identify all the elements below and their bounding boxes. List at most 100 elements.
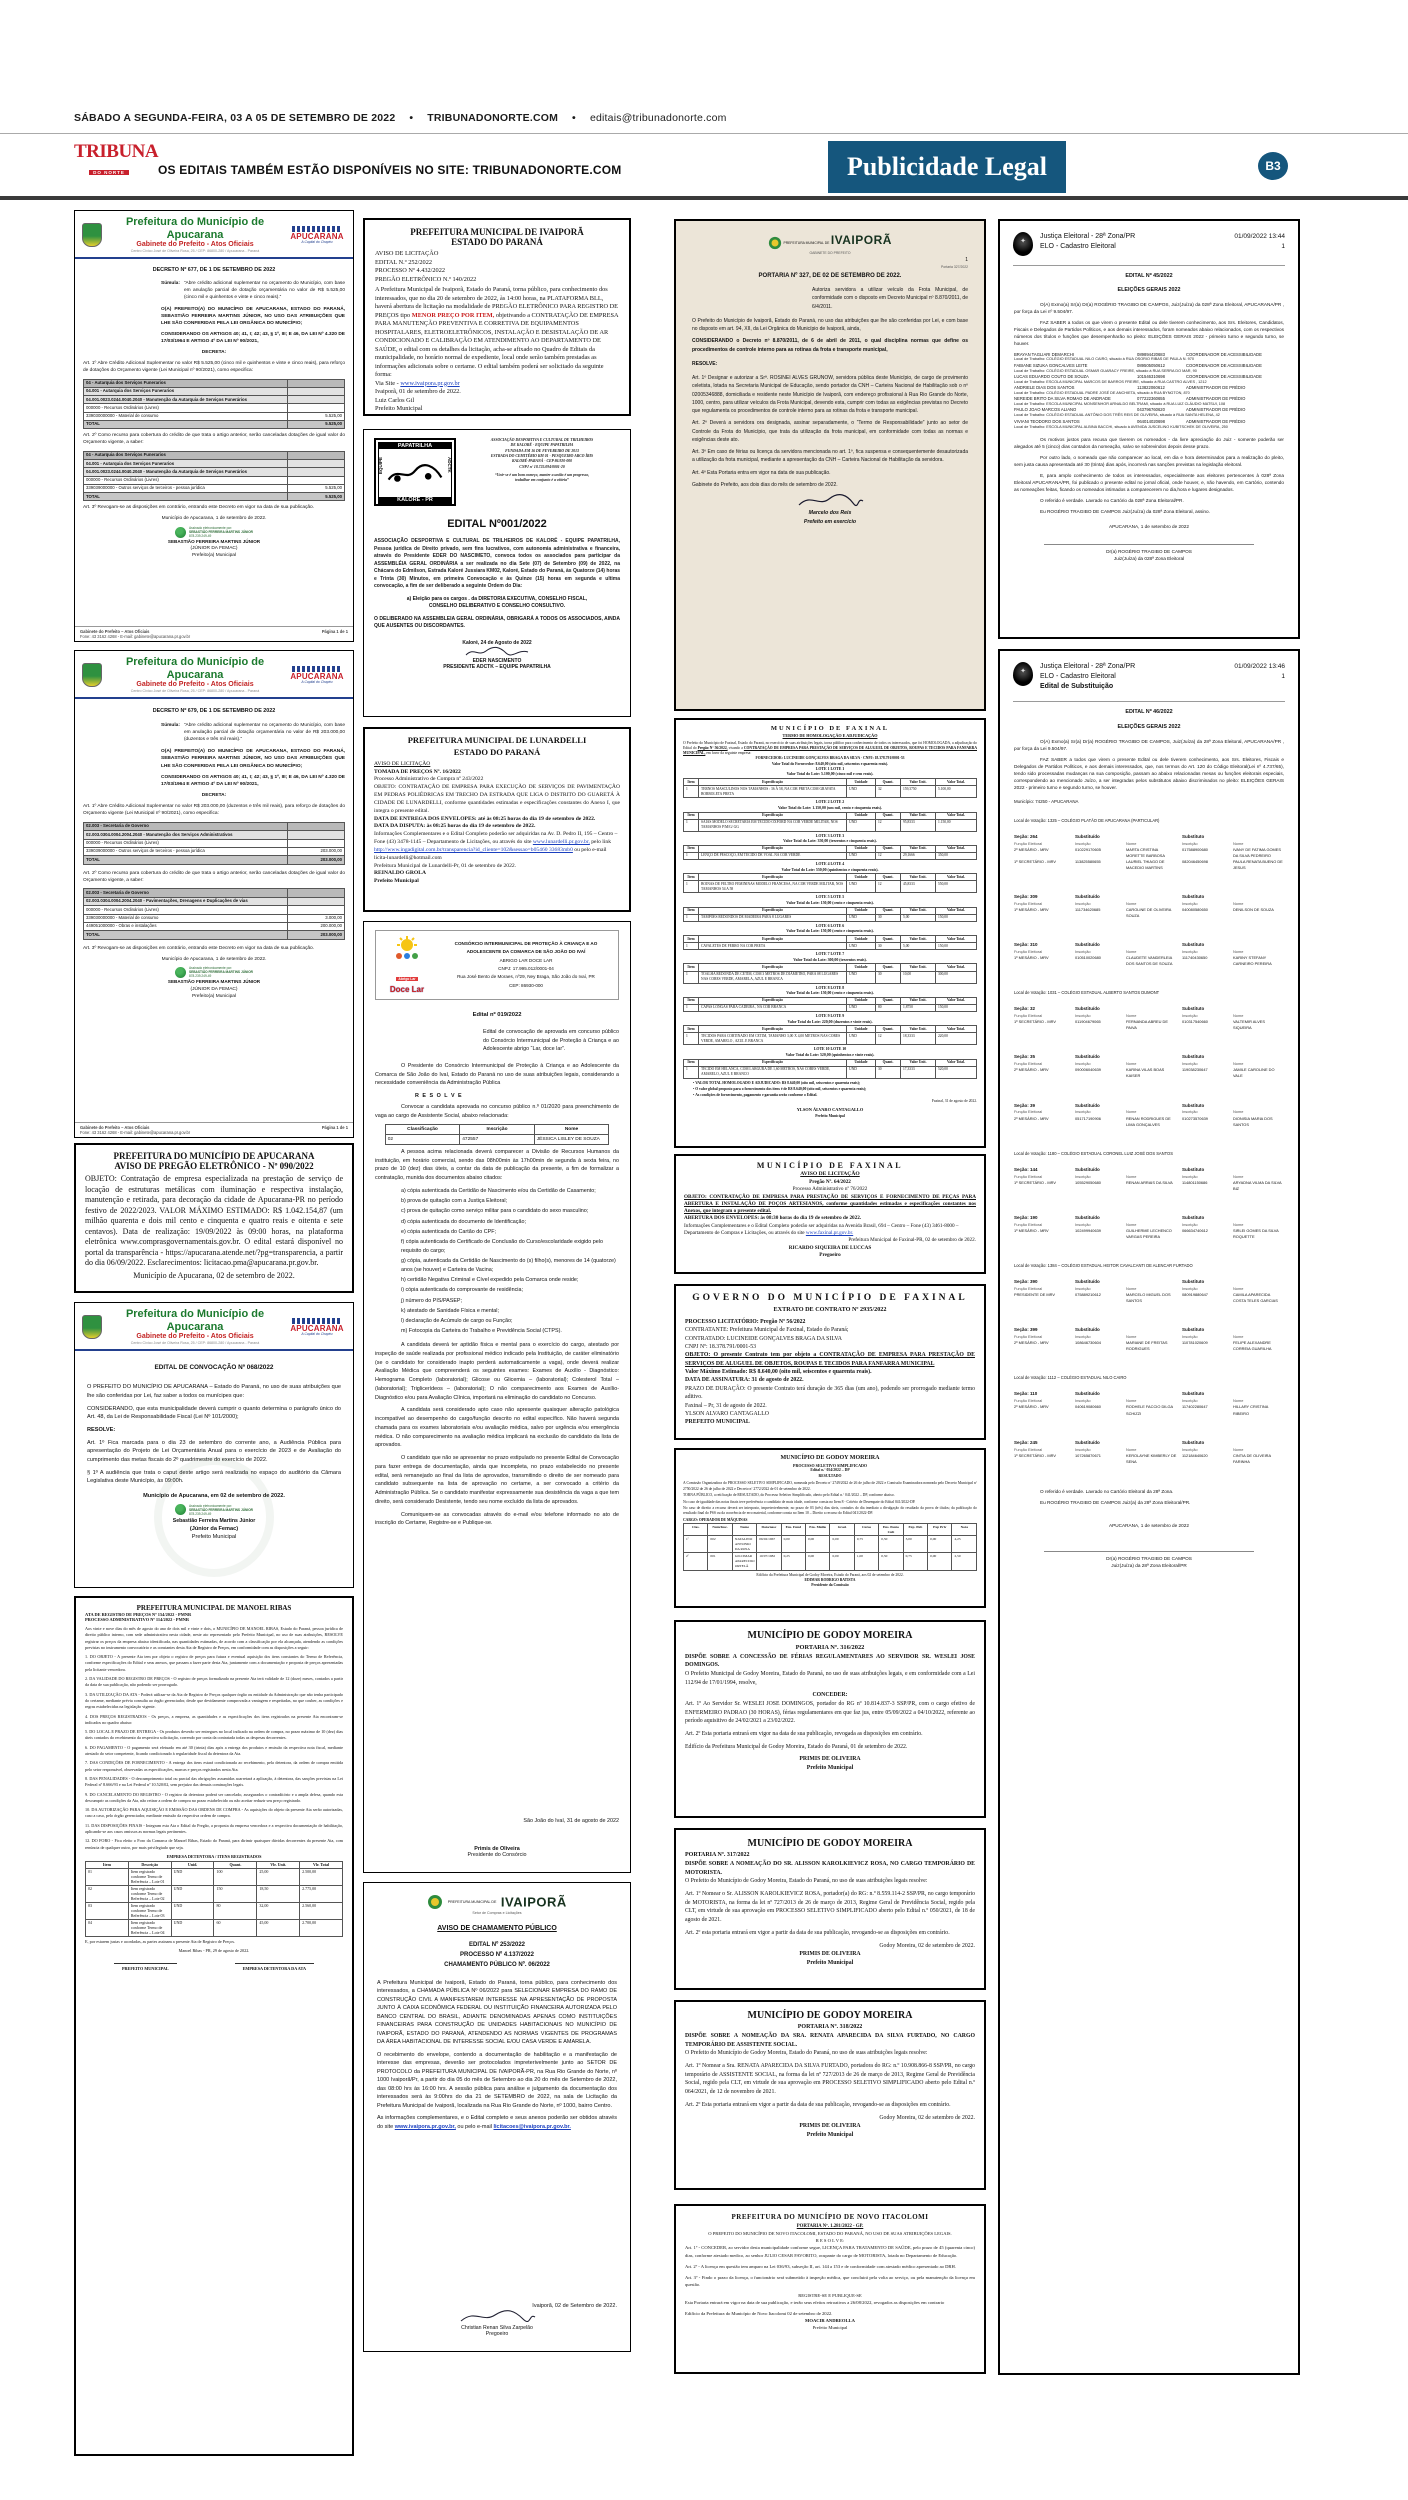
sections: Seção: 264 Substituído Substituto Função… <box>1014 834 1284 967</box>
funcao-label: Função Eleitoral <box>1014 1446 1043 1452</box>
substituto-header: Substituto <box>1182 1327 1205 1333</box>
nominee-workplace: Local de Trabalho: COLÉGIO ESTADUAL PADR… <box>1014 390 1190 395</box>
lote-vt: 150,00 <box>935 913 977 922</box>
faxinal-site-link[interactable]: www.faxinal.pr.gov.br. <box>805 1229 854 1236</box>
signer-role: Prefeito Municipal <box>806 1959 854 1966</box>
sections: Seção: 110 Substituído Substituto Função… <box>1014 1391 1284 1464</box>
ementa-text: DISPÕE SOBRE A NOMEAÇÃO DO SR. ALISSON K… <box>685 1861 975 1876</box>
notice-body: OBJETO: Contratação de empresa especiali… <box>85 1174 343 1268</box>
th-unidade: Unidade <box>846 996 876 1005</box>
signature-line: PREFEITO MUNICIPAL <box>113 1962 177 1971</box>
footer-left: Gabinete do Prefeito – Atos Oficiais <box>80 1125 150 1130</box>
closing: Gabinete do Prefeito, aos dois dias do m… <box>692 481 838 488</box>
closing: Edifício da Prefeitura do Município de N… <box>685 2311 833 2317</box>
transparencia-link[interactable]: http://www.ingadigital.com.br/transparen… <box>374 846 573 853</box>
judge-role: Juiz(Juíza) da 28ª Zona Eleitoral/PR <box>1111 1562 1187 1568</box>
contratado: CONTRATADO: LUCINEIDE GONÇALVES BRAGA DA… <box>685 1335 842 1342</box>
aviso-label: AVISO DE LICITAÇÃO <box>800 1171 860 1178</box>
site-link[interactable]: TRIBUNADONORTE.COM <box>427 112 559 124</box>
signer-role: Prefeito Municipal <box>806 1765 854 1772</box>
voting-location: Local de Votação: 1180 – COLÉGIO ESTADUA… <box>1014 1151 1284 1240</box>
th-valor-unit: Valor Unit. <box>900 996 936 1005</box>
section-number: Seção: 310 <box>1014 942 1038 948</box>
documents-list: a) cópia autenticada da Certidão de Nasc… <box>401 1187 619 1336</box>
document-item: e) cópia autenticada do Cartão do CPF; <box>401 1228 496 1235</box>
sumula-label: Súmula: <box>161 281 180 287</box>
th-espec: Especificação <box>698 1058 847 1067</box>
budget-row-value <box>287 838 345 848</box>
notice-place-date: APUCARANA, 1 de setembro de 2022 <box>1109 1522 1189 1528</box>
substituto-header: Substituto <box>1182 1214 1205 1220</box>
th-valor-total: Valor Total. <box>935 873 977 882</box>
lote: LOTE 7 LOTE 7 Valor Total do Lote: 300,0… <box>683 952 977 984</box>
th-item: Item <box>683 906 699 915</box>
cnpj: CNPJ Nº: 18.378.791/0001-53 <box>685 1343 757 1350</box>
document-item: f) cópia autenticada do Certificado de C… <box>401 1239 603 1254</box>
nominee-number: 064014020698 <box>1137 418 1165 424</box>
lote-vt: 220,00 <box>935 1032 977 1046</box>
table-header-cell: Clas. <box>682 1522 709 1537</box>
table-cell: 2.775,00 <box>299 1884 343 1903</box>
ata-items-table: Item Descrição Unid. Quant. Vlr. Unit. Vlr. T… <box>85 1860 343 1937</box>
paragraph: O referido é verdade. Lavrado no Cartóri… <box>1040 498 1184 504</box>
signer-name: Christian Renan Silva Zarpelão <box>461 2325 533 2331</box>
signer-alias: (JÚNIOR DA FEMAC) <box>190 987 238 993</box>
decree-art2: Art. 2º Como recurso para cobertura do c… <box>83 870 345 883</box>
table-header-cell: Exp. Pub <box>902 1522 929 1537</box>
nome-substituto: ARYADNA VILMA DA SILVA BIZ <box>1233 1179 1282 1191</box>
funcao-label: Função Eleitoral <box>1014 840 1043 846</box>
inscricao-substituido: 105529050680 <box>1075 1179 1101 1185</box>
notice-footer: Gabinete do Prefeito – Atos Oficiais Pág… <box>75 626 353 641</box>
inscricao-label: Inscrição <box>1075 900 1091 906</box>
apucarana-city-logo: APUCARANA A Capital do Chapéu <box>288 665 346 684</box>
table-cell: 0,25 <box>780 1552 807 1571</box>
th-valor-total: Valor Total. <box>935 996 977 1005</box>
logo-sub-text: Setor de Compras e Licitações <box>472 1911 522 1915</box>
nominee-workplace: Local de Trabalho: COLÉGIO ESTADUAL ANTÔ… <box>1014 413 1220 418</box>
table-cell: 10/07/1982 <box>756 1552 782 1571</box>
signer-name: Luiz Carlos Gil <box>375 396 415 404</box>
inscricao-label: Inscrição <box>1182 840 1198 846</box>
editais-email-link[interactable]: editais@tribunadonorte.com <box>589 112 727 124</box>
lunardelli-site-link[interactable]: www.lunardelli.pr.gov.br, <box>532 839 590 846</box>
notice-ivaipora-portaria-327: PREFEITURA MUNICIPAL DE IVAIPORÃ GABINET… <box>674 219 986 711</box>
lote: LOTE 4 LOTE 4 Valor Total do Lote: 550,0… <box>683 862 977 894</box>
lote-table: Item Especificação Unidade Quant. Valor … <box>683 996 977 1012</box>
aviso-label: AVISO DE LICITAÇÃO <box>374 760 431 767</box>
budget-row-value <box>287 403 345 413</box>
notice-org-state: ESTADO DO PARANÁ <box>451 237 543 247</box>
substituto-header: Substituto <box>1182 893 1205 899</box>
substituido-header: Substituído <box>1075 1391 1100 1397</box>
page-number-badge: B3 <box>1258 152 1288 180</box>
ivaipora-site-link[interactable]: www.ivaipora.pr.gov.br <box>400 379 460 387</box>
print-datetime: 01/09/2022 13:46 <box>1234 663 1285 670</box>
decree-art1: Art. 1º Abre Crédito Adicional Suplement… <box>83 360 345 373</box>
notice-org: PREFEITURA DO MUNICÍPIO DE APUCARANA <box>113 1151 315 1161</box>
ementa-text: Autoriza servidora a utilizar veículo da… <box>812 287 968 310</box>
article: Art. 1º Nomear o Sr. ALISSON KAROLKIEVIC… <box>685 1891 975 1924</box>
nome-label: Nome <box>1126 1221 1137 1227</box>
paragraph: Por outro lado, o nomeado que não compar… <box>1014 454 1284 467</box>
ivaipora-site-link[interactable]: www.ivaipora.pr.gov.br, <box>394 2123 456 2130</box>
nominee: VIVIANI TEODORO DOS SANTOS 064014020698 AD… <box>1014 419 1284 430</box>
nome-label: Nome <box>1126 1109 1137 1115</box>
licitacoes-email-link[interactable]: licitacoes@ivaipora.pr.gov.br. <box>493 2123 571 2130</box>
notice-itacolomi-portaria-1281: PREFEITURA DO MUNICÍPIO DE NOVO ITACOLOM… <box>674 2204 986 2374</box>
funcao-label: Função Eleitoral <box>1014 1221 1043 1227</box>
table-header-cell: Unid. <box>170 1860 215 1869</box>
section: Seção: 35 Substituído Substituto Função … <box>1014 1054 1284 1079</box>
nominee-role: ADMINISTRADOR DE PRÉDIO <box>1186 396 1246 402</box>
table-cell: 4,25 <box>951 1535 977 1554</box>
nome-label: Nome <box>1233 1109 1244 1115</box>
substituido-header: Substituído <box>1075 1054 1100 1060</box>
paragraph: 7. DAS CONDIÇÕES DE FORNECIMENTO - A ent… <box>85 1760 343 1772</box>
budget-row-value: 3.000,00 <box>287 913 345 923</box>
lote-table: Item Especificação Unidade Quant. Valor … <box>683 811 977 832</box>
lote-desc: SAIAS MODELO SECRETARIA EM TECIDO OXFORD… <box>698 818 847 832</box>
nominee-name: LUCAS EDUARDO COUTO DE SOUZA <box>1014 373 1089 379</box>
paragraph: O(A) Exmo(a) Sr(a) Dr(a) ROGÉRIO TRAGIBO… <box>1014 302 1284 315</box>
document-item: g) cópia, autenticada da Certidão de Nas… <box>401 1258 616 1273</box>
table-cell: 0,00 <box>805 1552 831 1571</box>
lote-table: Item Especificação Unidade Quant. Valor … <box>683 906 977 922</box>
signer-role: PREFEITO MUNICIPAL <box>685 1419 750 1426</box>
